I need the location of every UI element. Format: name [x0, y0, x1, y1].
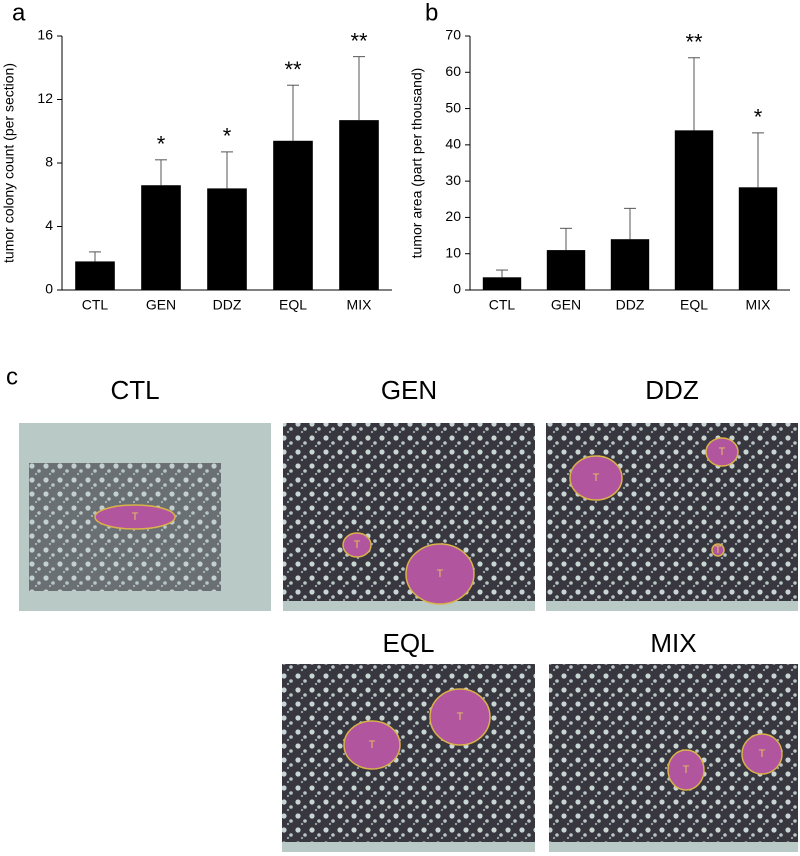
- tissue: [546, 423, 798, 601]
- significance: *: [223, 124, 232, 149]
- x-tick-label: EQL: [680, 297, 708, 313]
- tumor-region: [343, 720, 401, 770]
- tumor-region: [667, 749, 705, 791]
- tumor-mark: T: [369, 739, 376, 751]
- bar: [207, 188, 247, 290]
- y-tick-label: 10: [445, 244, 461, 260]
- x-tick-label: CTL: [489, 297, 516, 313]
- tumor-mark: T: [354, 539, 361, 551]
- tumor-region: [429, 688, 491, 746]
- bar: [482, 277, 522, 290]
- significance: *: [157, 132, 166, 157]
- bar: [75, 261, 115, 290]
- tumor-mark: T: [715, 544, 722, 556]
- micrograph-label: GEN: [381, 375, 437, 405]
- tumor-mark: T: [683, 764, 690, 776]
- y-tick-label: 12: [37, 90, 53, 106]
- tumor-region: [711, 543, 725, 557]
- micrograph-label: DDZ: [645, 375, 699, 405]
- bar: [273, 140, 313, 290]
- tumor-mark: T: [457, 711, 464, 723]
- tumor-region: [569, 455, 623, 501]
- y-tick-label: 4: [45, 217, 53, 233]
- y-tick-label: 70: [445, 27, 461, 43]
- x-tick-label: CTL: [82, 297, 109, 313]
- x-tick-label: DDZ: [213, 297, 242, 313]
- tumor-mark: T: [759, 748, 766, 760]
- y-tick-label: 8: [45, 154, 53, 170]
- tissue: [282, 664, 535, 842]
- x-tick-label: EQL: [279, 297, 307, 313]
- bar: [674, 130, 714, 290]
- bar: [141, 185, 181, 290]
- x-tick-label: GEN: [146, 297, 176, 313]
- panel-label: a: [12, 0, 26, 26]
- tumor-region: [342, 532, 372, 558]
- significance: **: [350, 28, 368, 53]
- y-tick-label: 16: [37, 27, 53, 43]
- bar: [738, 187, 778, 290]
- y-tick-label: 0: [453, 281, 461, 297]
- tumor-region: [741, 733, 783, 775]
- significance: **: [284, 57, 302, 82]
- panel-label: b: [425, 0, 438, 26]
- bar: [546, 250, 586, 290]
- tumor-region: [705, 437, 739, 467]
- bar: [610, 239, 650, 290]
- significance: *: [754, 105, 763, 130]
- significance: **: [685, 30, 703, 55]
- bar: [339, 120, 379, 290]
- x-tick-label: DDZ: [616, 297, 645, 313]
- micrograph-label: CTL: [110, 375, 159, 405]
- y-tick-label: 0: [45, 281, 53, 297]
- y-tick-label: 60: [445, 63, 461, 79]
- tumor-mark: T: [437, 568, 444, 580]
- y-axis-label: tumor colony count (per section): [1, 63, 17, 263]
- y-tick-label: 20: [445, 208, 461, 224]
- tumor-region: [94, 504, 176, 530]
- x-tick-label: MIX: [347, 297, 373, 313]
- tumor-mark: T: [593, 472, 600, 484]
- y-axis-label: tumor area (part per thousand): [409, 68, 425, 259]
- y-tick-label: 40: [445, 136, 461, 152]
- x-tick-label: GEN: [551, 297, 581, 313]
- micrograph-label: MIX: [650, 628, 696, 658]
- y-tick-label: 30: [445, 172, 461, 188]
- x-tick-label: MIX: [746, 297, 772, 313]
- tumor-mark: T: [719, 446, 726, 458]
- panel-label: c: [6, 363, 18, 390]
- tumor-region: [405, 543, 475, 605]
- tumor-mark: T: [132, 511, 139, 523]
- y-tick-label: 50: [445, 99, 461, 115]
- micrograph-label: EQL: [382, 628, 434, 658]
